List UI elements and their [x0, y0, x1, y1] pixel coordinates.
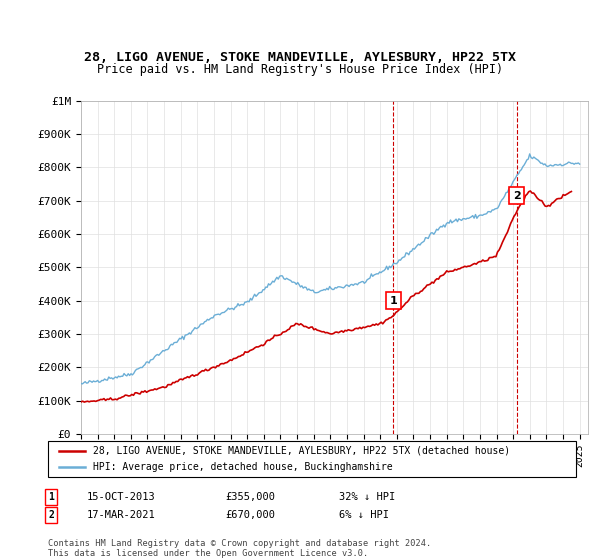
Text: Price paid vs. HM Land Registry's House Price Index (HPI): Price paid vs. HM Land Registry's House … — [97, 63, 503, 77]
Text: 28, LIGO AVENUE, STOKE MANDEVILLE, AYLESBURY, HP22 5TX: 28, LIGO AVENUE, STOKE MANDEVILLE, AYLES… — [84, 50, 516, 64]
Text: £355,000: £355,000 — [225, 492, 275, 502]
Text: Contains HM Land Registry data © Crown copyright and database right 2024.
This d: Contains HM Land Registry data © Crown c… — [48, 539, 431, 558]
Text: 1: 1 — [389, 296, 397, 306]
Text: 15-OCT-2013: 15-OCT-2013 — [87, 492, 156, 502]
FancyBboxPatch shape — [48, 441, 576, 477]
Text: 2: 2 — [513, 191, 521, 201]
Text: 6% ↓ HPI: 6% ↓ HPI — [339, 510, 389, 520]
Text: HPI: Average price, detached house, Buckinghamshire: HPI: Average price, detached house, Buck… — [93, 462, 392, 472]
Text: 17-MAR-2021: 17-MAR-2021 — [87, 510, 156, 520]
Text: 32% ↓ HPI: 32% ↓ HPI — [339, 492, 395, 502]
Text: 2: 2 — [48, 510, 54, 520]
Text: 1: 1 — [48, 492, 54, 502]
Text: £670,000: £670,000 — [225, 510, 275, 520]
Text: 28, LIGO AVENUE, STOKE MANDEVILLE, AYLESBURY, HP22 5TX (detached house): 28, LIGO AVENUE, STOKE MANDEVILLE, AYLES… — [93, 446, 510, 456]
